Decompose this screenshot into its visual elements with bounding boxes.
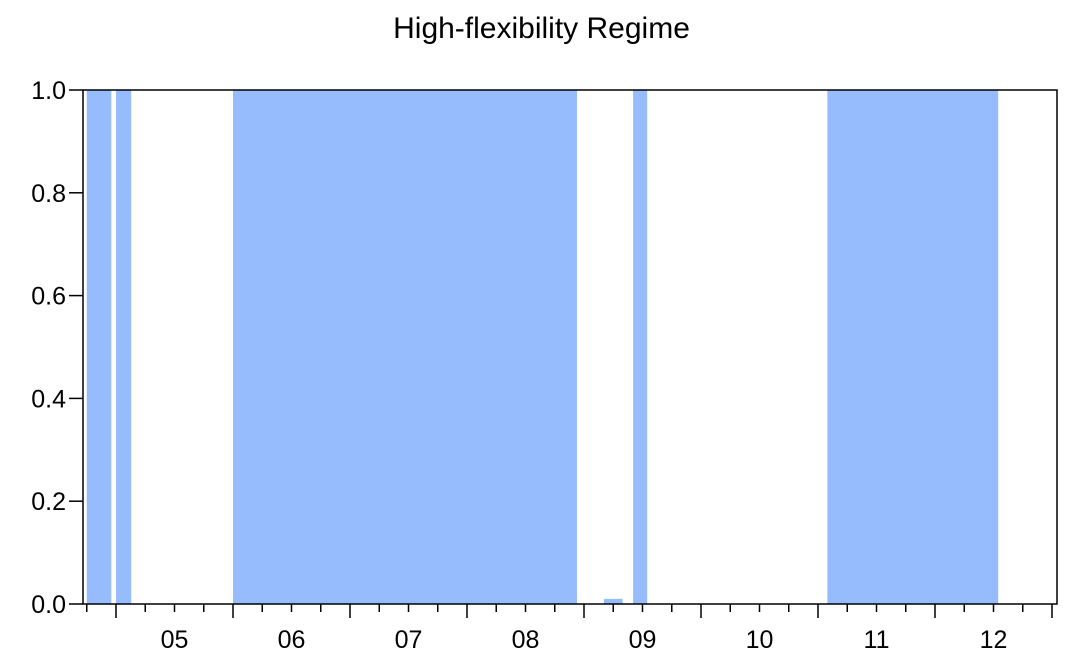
regime-bar	[86, 90, 112, 604]
regime-bar	[827, 90, 999, 604]
x-tick-label: 09	[629, 626, 657, 654]
y-tick-label: 1.0	[31, 77, 66, 105]
x-axis: 050607080910111213	[86, 604, 1053, 654]
x-tick-label: 07	[395, 626, 423, 654]
regime-probability-bars	[86, 90, 999, 604]
y-axis: 0.0 0.2 0.4 0.6 0.8 1.0	[31, 77, 83, 619]
y-tick-label: 0.0	[31, 591, 66, 619]
x-tick-label: 08	[512, 626, 540, 654]
y-tick-label: 0.8	[31, 180, 66, 208]
x-tick-label: 12	[980, 626, 1008, 654]
regime-bar	[233, 90, 577, 604]
regime-bar	[603, 598, 623, 604]
regime-bar	[633, 90, 648, 604]
x-tick-label: 06	[278, 626, 306, 654]
y-tick-label: 0.6	[31, 283, 66, 311]
y-tick-label: 0.2	[31, 488, 66, 516]
plot-frame	[82, 89, 1058, 605]
y-tick-label: 0.4	[31, 385, 66, 413]
chart-title: High-flexibility Regime	[393, 12, 690, 45]
regime-bar	[116, 90, 132, 604]
x-tick-label: 10	[746, 626, 774, 654]
x-tick-label: 11	[864, 626, 890, 654]
x-tick-label: 05	[161, 626, 189, 654]
